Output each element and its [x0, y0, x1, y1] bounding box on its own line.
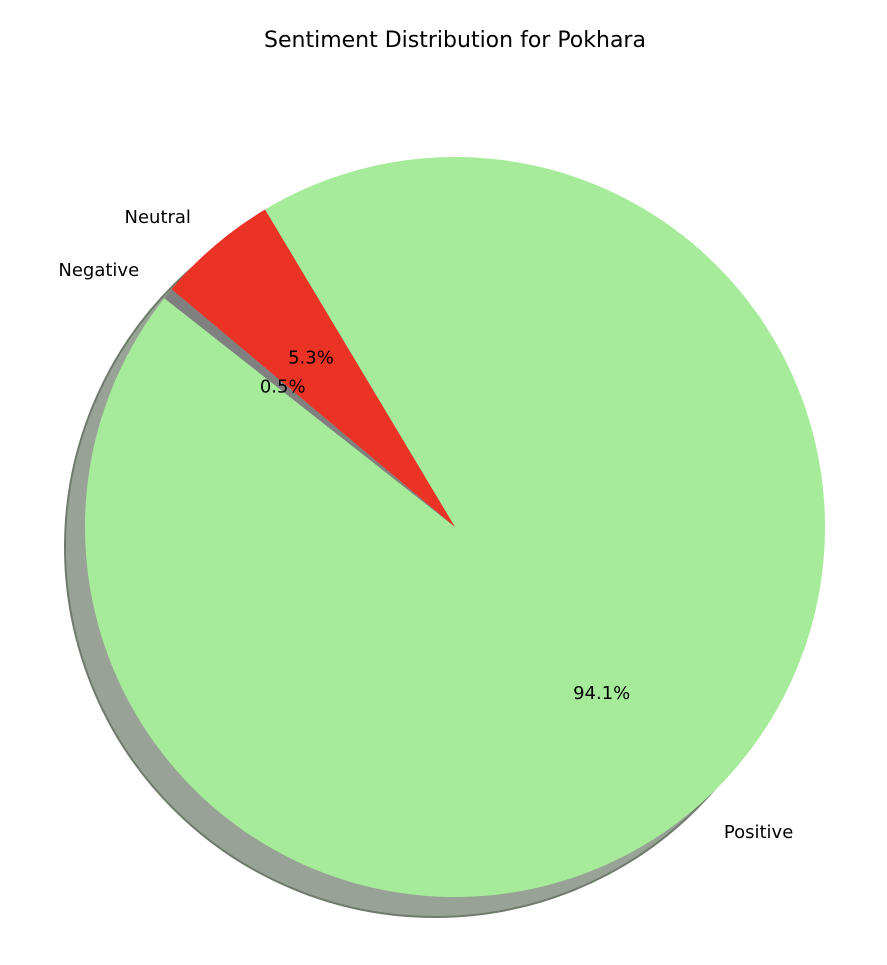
slice-label-positive: Positive [724, 822, 793, 843]
slice-pct-neutral: 5.3% [288, 348, 334, 369]
slice-label-neutral: Neutral [125, 207, 191, 228]
pie-slice-neutral [171, 209, 456, 527]
slice-label-negative: Negative [58, 260, 139, 281]
pie-slices [85, 156, 825, 898]
pie-labels: Negative 0.5% Positive 94.1% Neutral 5.3% [58, 207, 793, 843]
slice-pct-negative: 0.5% [260, 376, 306, 397]
chart-title: Sentiment Distribution for Pokhara [264, 28, 646, 53]
slice-pct-positive: 94.1% [573, 683, 630, 704]
pie-slice-negative [164, 289, 455, 527]
